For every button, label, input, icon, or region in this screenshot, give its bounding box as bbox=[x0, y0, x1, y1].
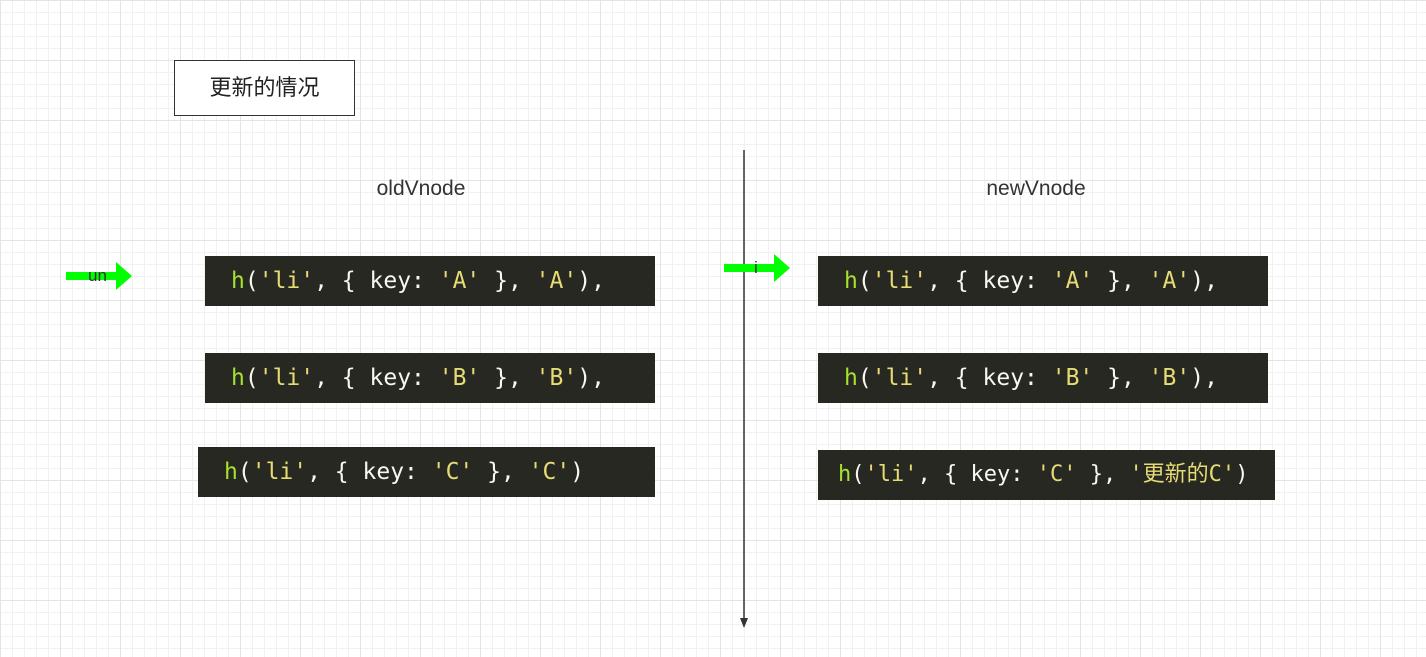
code-line: h('li', { key: 'C' }, '更新的C') bbox=[818, 450, 1275, 500]
code-token: , { key: bbox=[927, 268, 1052, 294]
new-label: newVnode bbox=[986, 177, 1086, 200]
code-token: 'B' bbox=[438, 365, 481, 391]
pointer-label: un bbox=[88, 266, 107, 285]
code-token: ) bbox=[1235, 462, 1249, 487]
code-line: h('li', { key: 'A' }, 'A'), bbox=[205, 256, 655, 306]
code-token: 'li' bbox=[871, 268, 928, 294]
code-token: ), bbox=[577, 268, 605, 294]
code-token: h bbox=[224, 459, 238, 485]
code-token: 'A' bbox=[535, 268, 578, 294]
code-token: , { key: bbox=[314, 268, 439, 294]
code-token: 'li' bbox=[251, 459, 308, 485]
code-token: 'C' bbox=[528, 459, 571, 485]
code-token: , { key: bbox=[307, 459, 432, 485]
code-token: '更新的C' bbox=[1129, 462, 1236, 487]
code-line: h('li', { key: 'B' }, 'B'), bbox=[818, 353, 1268, 403]
code-token: h bbox=[844, 268, 858, 294]
code-token: h bbox=[838, 462, 852, 487]
code-token: , { key: bbox=[314, 365, 439, 391]
pointer-arrows bbox=[66, 254, 790, 290]
code-token: 'li' bbox=[258, 365, 315, 391]
code-token: }, bbox=[1093, 365, 1149, 391]
divider-head bbox=[740, 618, 748, 628]
pointer-label: i bbox=[754, 258, 758, 277]
code-token: 'C' bbox=[431, 459, 474, 485]
code-token: ( bbox=[857, 365, 872, 391]
code-token: 'li' bbox=[258, 268, 315, 294]
code-token: 'B' bbox=[1051, 365, 1094, 391]
code-token: }, bbox=[480, 268, 536, 294]
code-token: , { key: bbox=[917, 462, 1037, 487]
code-token: 'li' bbox=[864, 462, 918, 487]
code-line: h('li', { key: 'A' }, 'A'), bbox=[818, 256, 1268, 306]
code-token: ) bbox=[570, 459, 585, 485]
code-token: ), bbox=[1190, 365, 1218, 391]
code-line: h('li', { key: 'B' }, 'B'), bbox=[205, 353, 655, 403]
code-token: 'C' bbox=[1036, 462, 1077, 487]
title-box: 更新的情况 bbox=[174, 60, 355, 116]
code-token: ( bbox=[244, 268, 259, 294]
code-token: 'A' bbox=[438, 268, 481, 294]
code-line: h('li', { key: 'C' }, 'C') bbox=[198, 447, 655, 497]
code-token: 'B' bbox=[1148, 365, 1191, 391]
code-token: ( bbox=[244, 365, 259, 391]
code-token: ), bbox=[577, 365, 605, 391]
code-token: 'A' bbox=[1051, 268, 1094, 294]
code-token: 'A' bbox=[1148, 268, 1191, 294]
code-token: ( bbox=[237, 459, 252, 485]
code-token: }, bbox=[480, 365, 536, 391]
code-token: ( bbox=[857, 268, 872, 294]
code-token: h bbox=[231, 365, 245, 391]
code-token: , { key: bbox=[927, 365, 1052, 391]
code-token: h bbox=[844, 365, 858, 391]
code-token: }, bbox=[1076, 462, 1130, 487]
code-token: 'B' bbox=[535, 365, 578, 391]
code-token: 'li' bbox=[871, 365, 928, 391]
code-token: }, bbox=[473, 459, 529, 485]
code-token: ), bbox=[1190, 268, 1218, 294]
code-token: h bbox=[231, 268, 245, 294]
code-token: ( bbox=[851, 462, 865, 487]
code-token: }, bbox=[1093, 268, 1149, 294]
old-label: oldVnode bbox=[376, 177, 466, 200]
